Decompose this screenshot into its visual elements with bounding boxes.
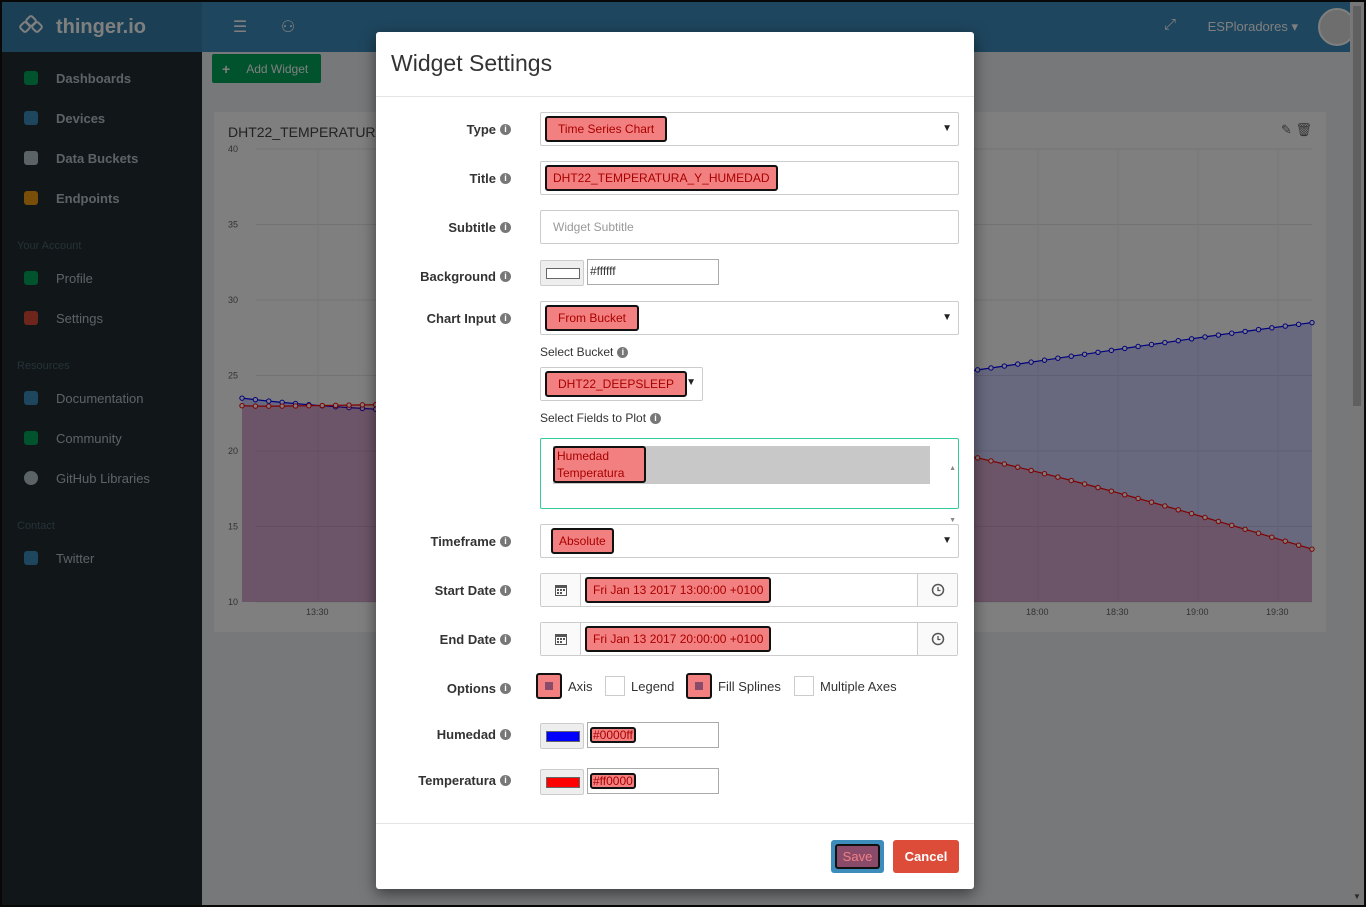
start-date-label: Start Date i	[435, 583, 511, 598]
info-icon[interactable]: i	[650, 412, 662, 424]
chart-input-select[interactable]: From Bucket ▼	[540, 301, 959, 335]
fields-options: Humedad Temperatura	[553, 446, 646, 483]
temperatura-color-picker[interactable]	[540, 769, 584, 795]
fields-scrollbar[interactable]: ▲ ▼	[949, 465, 956, 524]
modal-title: Widget Settings	[391, 50, 553, 76]
clock-icon[interactable]	[917, 574, 957, 606]
clock-icon[interactable]	[917, 623, 957, 655]
save-button[interactable]: Save	[831, 840, 884, 873]
chart-input-value: From Bucket	[545, 305, 640, 331]
info-icon[interactable]: i	[500, 585, 511, 596]
option-multiple-axes[interactable]: Multiple Axes	[794, 676, 897, 696]
timeframe-select[interactable]: Absolute ▼	[540, 524, 959, 558]
select-bucket-label: Select Bucket i	[540, 345, 629, 359]
legend-checkbox[interactable]	[605, 676, 625, 696]
caret-down-icon: ▼	[942, 123, 952, 134]
subtitle-placeholder: Widget Subtitle	[553, 220, 634, 234]
option-label: Fill Splines	[718, 678, 781, 694]
bucket-value: DHT22_DEEPSLEEP	[545, 371, 688, 397]
start-date-value[interactable]: Fri Jan 13 2017 13:00:00 +0100	[585, 577, 772, 603]
humedad-color-picker[interactable]	[540, 723, 584, 749]
info-icon[interactable]: i	[500, 173, 511, 184]
type-select[interactable]: Time Series Chart ▼	[540, 112, 959, 146]
info-icon[interactable]: i	[500, 775, 511, 786]
temperatura-label: Temperatura i	[418, 773, 511, 788]
info-icon[interactable]: i	[500, 536, 511, 547]
caret-down-icon: ▼	[942, 535, 952, 546]
field-option-temperatura[interactable]: Temperatura	[557, 466, 625, 480]
options-label: Options i	[447, 681, 511, 696]
title-value: DHT22_TEMPERATURA_Y_HUMEDAD	[545, 165, 778, 191]
info-icon[interactable]: i	[500, 271, 511, 282]
widget-settings-modal: Widget Settings Type i Time Series Chart ▼…	[376, 32, 974, 889]
select-fields-label: Select Fields to Plot i	[540, 411, 662, 425]
option-label: Legend	[631, 678, 675, 694]
background-color-input[interactable]: #ffffff	[587, 259, 719, 285]
option-fill-splines[interactable]: Fill Splines	[686, 673, 781, 699]
info-icon[interactable]: i	[500, 634, 511, 645]
calendar-icon[interactable]	[541, 623, 581, 655]
field-option-humedad[interactable]: Humedad	[557, 449, 610, 463]
title-label: Title i	[470, 171, 511, 186]
info-icon[interactable]: i	[500, 222, 511, 233]
type-label: Type i	[467, 122, 511, 137]
info-icon[interactable]: i	[500, 124, 511, 135]
modal-header: Widget Settings	[376, 32, 974, 97]
humedad-color-value: #0000ff	[590, 727, 636, 743]
fill-splines-checkbox[interactable]	[686, 673, 712, 699]
color-swatch	[546, 777, 580, 788]
multiple-axes-checkbox[interactable]	[794, 676, 814, 696]
info-icon[interactable]: i	[617, 346, 629, 358]
start-date-picker: Fri Jan 13 2017 13:00:00 +0100	[540, 573, 958, 607]
info-icon[interactable]: i	[500, 729, 511, 740]
save-label: Save	[835, 844, 880, 869]
timeframe-label: Timeframe i	[430, 534, 511, 549]
option-legend[interactable]: Legend	[605, 676, 674, 696]
info-icon[interactable]: i	[500, 313, 511, 324]
end-date-picker: Fri Jan 13 2017 20:00:00 +0100	[540, 622, 958, 656]
modal-footer: Save Cancel	[376, 823, 974, 889]
caret-down-icon: ▼	[942, 312, 952, 323]
temperatura-color-input[interactable]: #ff0000	[587, 768, 719, 794]
fields-multiselect[interactable]: Humedad Temperatura ▲ ▼	[540, 438, 959, 524]
axis-checkbox[interactable]	[536, 673, 562, 699]
option-label: Axis	[568, 678, 593, 694]
end-date-value[interactable]: Fri Jan 13 2017 20:00:00 +0100	[585, 626, 772, 652]
type-value: Time Series Chart	[545, 116, 668, 142]
timeframe-value: Absolute	[551, 528, 614, 554]
chart-input-label: Chart Input i	[427, 311, 511, 326]
calendar-icon[interactable]	[541, 574, 581, 606]
subtitle-input[interactable]: Widget Subtitle	[540, 210, 959, 244]
option-axis[interactable]: Axis	[536, 673, 593, 699]
title-input[interactable]: DHT22_TEMPERATURA_Y_HUMEDAD	[540, 161, 959, 195]
temperatura-color-value: #ff0000	[590, 773, 636, 789]
end-date-label: End Date i	[440, 632, 511, 647]
background-color-picker[interactable]	[540, 260, 584, 286]
color-swatch	[546, 731, 580, 742]
info-icon[interactable]: i	[500, 683, 511, 694]
humedad-label: Humedad i	[437, 727, 511, 742]
cancel-button[interactable]: Cancel	[893, 840, 959, 873]
humedad-color-input[interactable]: #0000ff	[587, 722, 719, 748]
bucket-select[interactable]: DHT22_DEEPSLEEP ▼	[540, 367, 703, 401]
option-label: Multiple Axes	[820, 678, 897, 694]
color-swatch	[546, 268, 580, 279]
subtitle-label: Subtitle i	[448, 220, 511, 235]
caret-down-icon: ▼	[686, 377, 696, 388]
background-label: Background i	[420, 269, 511, 284]
